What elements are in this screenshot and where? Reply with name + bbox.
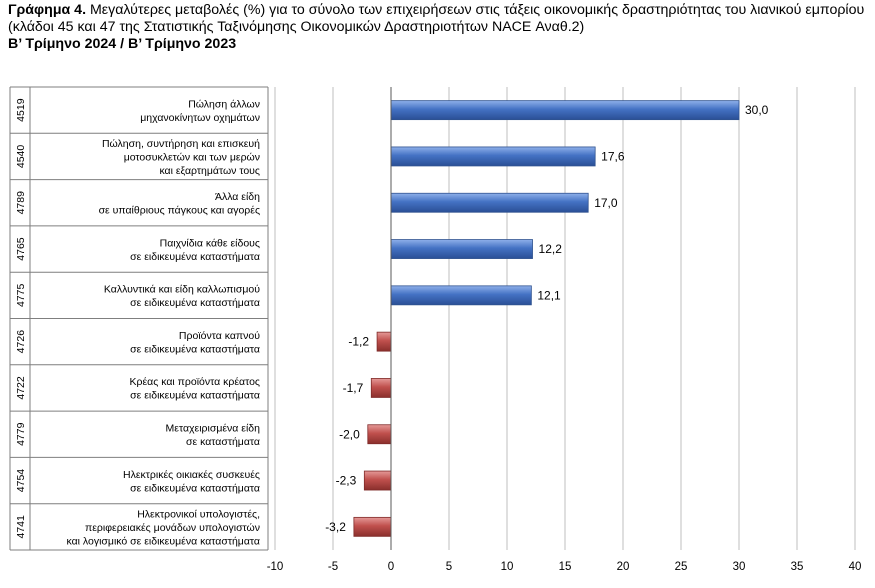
category-label: μοτοσυκλετών και των μερών [124, 151, 260, 163]
chart-title-text: Μεγαλύτερες μεταβολές (%) για το σύνολο … [8, 2, 865, 35]
category-label: σε υπαίθριους πάγκους και αγορές [99, 205, 260, 217]
category-label: σε ειδικευμένα καταστήματα [130, 251, 260, 263]
x-tick-label: -5 [328, 561, 338, 573]
category-label: Άλλα είδη [215, 191, 260, 203]
x-tick-label: 40 [849, 561, 862, 573]
category-code: 4540 [15, 145, 27, 169]
category-code: 4722 [15, 376, 27, 400]
category-code: 4779 [15, 422, 27, 446]
value-label: -1,2 [348, 335, 369, 349]
category-table: 4519 Πώληση άλλων μηχανοκίνητων οχημάτων 45… [9, 86, 269, 551]
bar [367, 424, 392, 445]
x-tick-label: 25 [675, 561, 688, 573]
x-tick-label: 35 [791, 561, 804, 573]
bar [376, 331, 392, 352]
category-label: Καλλυντικά και είδη καλλωπισμού [104, 284, 260, 296]
bar [370, 378, 392, 398]
category-label: Προϊόντα καπνού [179, 330, 260, 342]
bar [353, 516, 392, 537]
x-axis: -10 -5 0 5 10 15 20 25 30 35 40 [267, 87, 862, 573]
category-label: Μεταχειρισμένα είδη [166, 423, 261, 435]
category-code: 4519 [15, 98, 27, 122]
x-tick-label: 10 [501, 561, 514, 573]
category-label: Κρέας και προϊόντα κρέατος [130, 376, 261, 388]
category-label: και εξαρτημάτων τους [159, 165, 260, 177]
bar [363, 470, 392, 491]
category-code: 4789 [15, 191, 27, 215]
category-label: περιφερειακές μονάδων υπολογιστών [85, 522, 260, 534]
value-label: 17,6 [601, 149, 625, 163]
chart-subtitle: Β’ Τρίμηνο 2024 / Β’ Τρίμηνο 2023 [8, 36, 237, 52]
category-label: σε ειδικευμένα καταστήματα [130, 297, 260, 309]
bar [390, 192, 589, 213]
category-label: και λογισμικό σε ειδικευμένα καταστήματα [66, 535, 260, 547]
x-tick-label: -10 [267, 561, 284, 573]
x-tick-label: 30 [733, 561, 746, 573]
value-label: -2,0 [339, 427, 360, 441]
category-label: Πώληση, συντήρηση και επισκευή [102, 138, 260, 150]
value-label: 17,0 [594, 196, 618, 210]
bar [390, 146, 596, 167]
value-label: -1,7 [343, 381, 364, 395]
x-tick-label: 5 [446, 561, 452, 573]
value-label: 30,0 [745, 103, 769, 117]
category-code: 4775 [15, 284, 27, 308]
bars [353, 100, 740, 537]
value-label: -2,3 [336, 474, 357, 488]
x-tick-label: 0 [388, 561, 394, 573]
category-label: σε ειδικευμένα καταστήματα [130, 343, 260, 355]
x-tick-label: 15 [559, 561, 572, 573]
category-code: 4754 [15, 469, 27, 493]
category-label: Ηλεκτρικές οικιακές συσκευές [123, 469, 260, 481]
category-code: 4726 [15, 330, 27, 354]
bar [390, 285, 532, 306]
category-label: σε ειδικευμένα καταστήματα [130, 390, 260, 402]
chart-title-lead: Γράφημα 4. [8, 2, 87, 18]
category-label: Παιχνίδια κάθε είδους [160, 237, 260, 249]
x-tick-label: 20 [617, 561, 630, 573]
category-code: 4741 [15, 515, 27, 539]
chart-title: Γράφημα 4. Μεγαλύτερες μεταβολές (%) για… [8, 2, 870, 53]
category-label: σε καταστήματα [186, 436, 260, 448]
value-label: 12,2 [539, 242, 563, 256]
bar [390, 239, 533, 259]
category-code: 4765 [15, 237, 27, 261]
category-label: Πώληση άλλων [188, 98, 260, 110]
bar [390, 100, 740, 121]
category-label: Ηλεκτρονικοί υπολογιστές, [137, 508, 260, 520]
category-label: μηχανοκίνητων οχημάτων [140, 112, 260, 124]
value-label: 12,1 [537, 288, 561, 302]
category-label: σε ειδικευμένα καταστήματα [130, 482, 260, 494]
value-label: -3,2 [325, 520, 346, 534]
value-labels: 30,0 17,6 17,0 12,2 12,1 -1,2 -1,7 -2,0 -2,3 -3,2 [325, 103, 768, 534]
